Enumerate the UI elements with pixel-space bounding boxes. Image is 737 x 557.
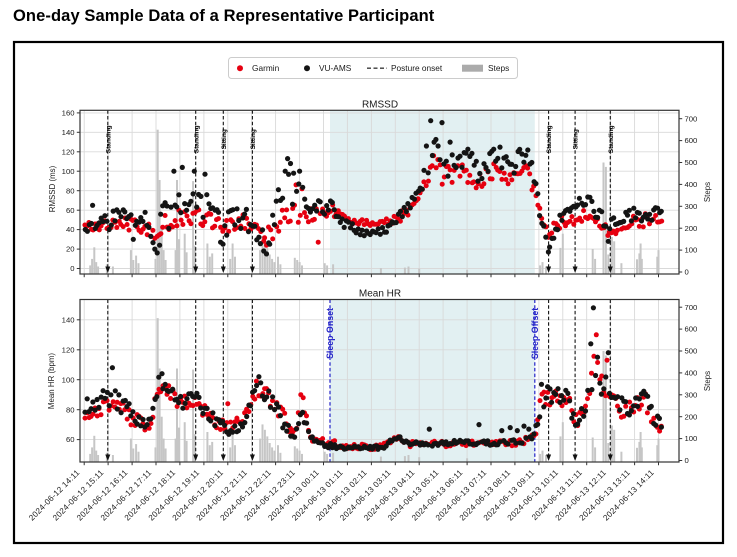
svg-text:Sitting: Sitting — [250, 129, 257, 149]
svg-text:Standing: Standing — [608, 125, 615, 153]
svg-text:Sitting: Sitting — [573, 129, 580, 149]
svg-text:100: 100 — [685, 434, 698, 443]
svg-text:Sleep Onset: Sleep Onset — [325, 308, 335, 359]
svg-text:600: 600 — [685, 325, 698, 334]
svg-text:Standing: Standing — [546, 125, 553, 153]
svg-text:300: 300 — [685, 390, 698, 399]
svg-text:120: 120 — [62, 147, 75, 156]
svg-text:0: 0 — [70, 264, 74, 273]
svg-text:Posture onset: Posture onset — [391, 63, 443, 73]
svg-text:Mean HR: Mean HR — [359, 289, 401, 300]
svg-text:100: 100 — [685, 246, 698, 255]
svg-text:One-day Sample Data of a Repre: One-day Sample Data of a Representative … — [13, 7, 435, 25]
svg-text:40: 40 — [66, 225, 75, 234]
svg-text:Standing: Standing — [193, 125, 200, 153]
svg-text:80: 80 — [66, 405, 75, 414]
svg-text:Steps: Steps — [703, 371, 712, 391]
svg-text:80: 80 — [66, 186, 75, 195]
svg-text:400: 400 — [685, 180, 698, 189]
svg-text:Standing: Standing — [105, 125, 112, 153]
svg-text:60: 60 — [66, 435, 75, 444]
svg-text:60: 60 — [66, 206, 75, 215]
svg-text:120: 120 — [62, 345, 75, 354]
svg-text:400: 400 — [685, 369, 698, 378]
svg-text:VU-AMS: VU-AMS — [319, 63, 352, 73]
svg-text:200: 200 — [685, 412, 698, 421]
svg-text:200: 200 — [685, 224, 698, 233]
svg-text:160: 160 — [62, 109, 75, 118]
svg-text:140: 140 — [62, 315, 75, 324]
svg-text:500: 500 — [685, 158, 698, 167]
svg-text:0: 0 — [685, 456, 689, 465]
svg-text:140: 140 — [62, 128, 75, 137]
svg-text:Sleep Offset: Sleep Offset — [530, 308, 540, 359]
svg-text:0: 0 — [685, 268, 689, 277]
svg-text:RMSSD (ms): RMSSD (ms) — [48, 165, 57, 212]
svg-text:20: 20 — [66, 245, 75, 254]
svg-text:Steps: Steps — [488, 63, 509, 73]
svg-text:700: 700 — [685, 114, 698, 123]
svg-text:RMSSD: RMSSD — [362, 100, 398, 111]
svg-text:Sitting: Sitting — [221, 129, 228, 149]
svg-text:700: 700 — [685, 303, 698, 312]
svg-text:600: 600 — [685, 136, 698, 145]
svg-text:Steps: Steps — [703, 182, 712, 202]
svg-text:Mean HR (bpm): Mean HR (bpm) — [47, 353, 56, 409]
svg-text:Garmin: Garmin — [252, 63, 280, 73]
svg-text:100: 100 — [62, 167, 75, 176]
svg-text:300: 300 — [685, 202, 698, 211]
svg-text:100: 100 — [62, 375, 75, 384]
svg-text:500: 500 — [685, 347, 698, 356]
